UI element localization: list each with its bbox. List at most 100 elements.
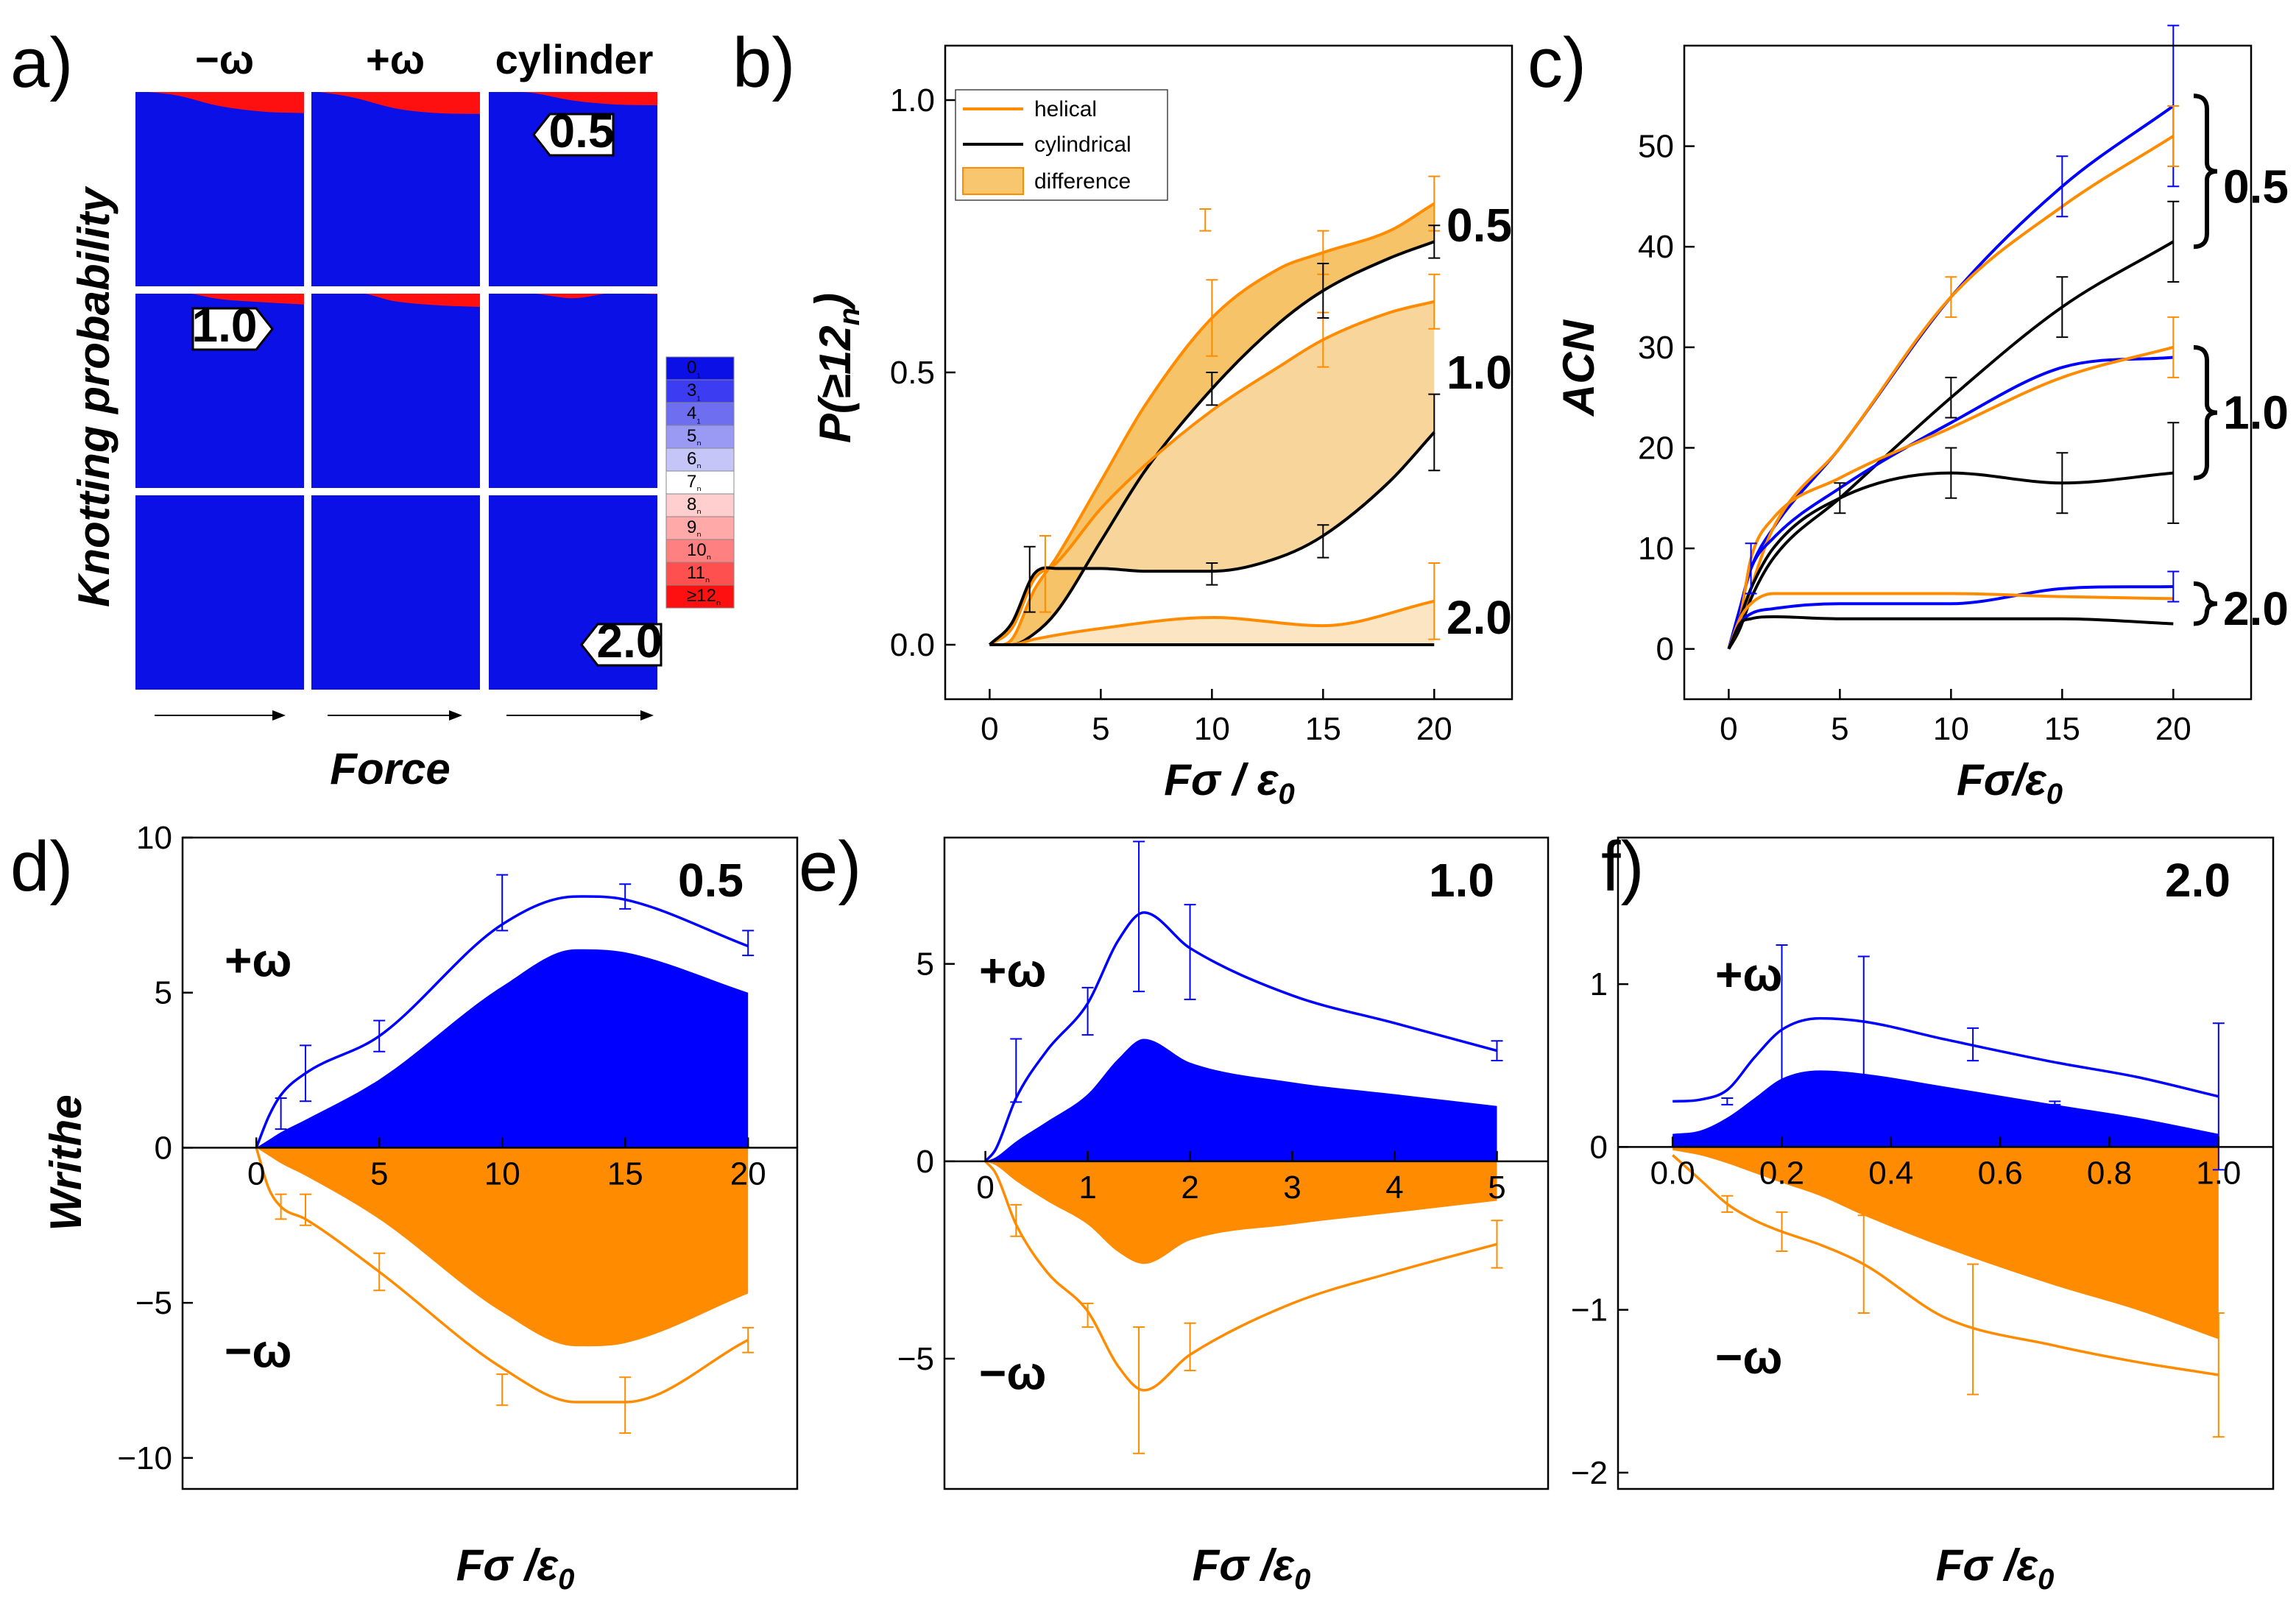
legend-label: 9ₙ	[687, 517, 702, 539]
plus-omega-area	[1672, 1070, 2219, 1147]
brace	[2193, 344, 2218, 481]
cell-border	[133, 492, 307, 693]
plus-omega-area	[985, 1039, 1497, 1161]
minus-omega-label: −ω	[225, 1325, 292, 1378]
knot-band	[310, 292, 481, 489]
group-label: 2.0	[2223, 582, 2289, 635]
x-axis-label: Fσ /ε0	[1193, 1540, 1311, 1596]
column-title: −ω	[195, 36, 254, 82]
x-tick-label: 3	[1283, 1170, 1301, 1206]
x-tick-label: 5	[1092, 711, 1109, 747]
y-tick-label: 0.5	[890, 355, 935, 391]
x-tick-label: 1.0	[2196, 1155, 2241, 1191]
y-tick-label: 5	[916, 947, 934, 983]
y-tick-label: 5	[155, 975, 172, 1011]
legend: helical cylindrical difference	[955, 89, 1168, 201]
y-tick-label: 10	[136, 820, 172, 856]
y-tick-label: −2	[1571, 1455, 1608, 1491]
curve-label: 1.0	[1447, 346, 1512, 399]
x-tick-label: 0.2	[1759, 1155, 1804, 1191]
legend-label: 11ₙ	[687, 563, 710, 585]
x-tick-label: 0.6	[1978, 1155, 2023, 1191]
plot-frame	[181, 836, 799, 1490]
knot-band	[487, 91, 659, 288]
difference-fill	[989, 301, 1435, 645]
x-tick-label: 2	[1181, 1170, 1198, 1206]
size-tag: 2.0	[2165, 854, 2230, 907]
force-arrow-head	[640, 710, 654, 721]
row-tag-0: 0.5	[532, 105, 615, 158]
series-line	[1727, 615, 2174, 650]
minus-omega-area	[985, 1161, 1497, 1264]
plot-frame	[1683, 44, 2253, 701]
difference-fill	[989, 601, 1435, 645]
plus-omega-label: +ω	[979, 944, 1046, 997]
series-line	[1727, 592, 2174, 650]
knot-band	[487, 292, 659, 489]
x-tick-label: 15	[2044, 711, 2080, 747]
plot-frame	[1617, 836, 2275, 1490]
x-tick-label: 0	[976, 1170, 994, 1206]
legend-swatch	[665, 584, 735, 609]
panel-label-a: a)	[10, 24, 73, 102]
minus-omega-label: −ω	[1715, 1331, 1782, 1384]
x-tick-label: 5	[1488, 1170, 1505, 1206]
x-tick-label: 0.8	[2087, 1155, 2132, 1191]
knot-band	[134, 91, 305, 288]
legend-label: 5ₙ	[687, 426, 702, 448]
legend-label: 8ₙ	[687, 495, 702, 517]
plus-omega-label: +ω	[225, 934, 292, 987]
x-tick-label: 0	[981, 711, 998, 747]
legend-swatch	[665, 562, 735, 586]
series-line	[988, 431, 1435, 646]
y-axis-label: P(≥12n)	[806, 293, 866, 443]
group-label: 0.5	[2223, 160, 2289, 213]
y-tick-label: 1	[1590, 966, 1608, 1002]
brace	[2193, 581, 2218, 626]
legend-label: 3₁	[687, 381, 701, 403]
x-tick-label: 5	[370, 1156, 388, 1192]
x-axis-label: Fσ /ε0	[456, 1540, 575, 1596]
y-tick-label: 0	[1656, 631, 1674, 668]
x-tick-label: 0.4	[1868, 1155, 1913, 1191]
x-tick-label: 4	[1385, 1170, 1403, 1206]
tag-shape	[532, 113, 615, 157]
legend-swatch	[665, 516, 735, 540]
heatmap-cell	[486, 89, 660, 289]
legend-swatch	[665, 493, 735, 517]
legend-label: 7ₙ	[687, 472, 702, 494]
group-label: 1.0	[2223, 386, 2289, 439]
minus-omega-area	[1672, 1147, 2219, 1340]
plus-omega-area	[256, 949, 749, 1148]
x-tick-label: 5	[1831, 711, 1848, 747]
x-axis-label: Fσ /ε0	[1936, 1540, 2055, 1596]
tag-shape	[191, 307, 274, 351]
minus-omega-area	[256, 1147, 749, 1347]
series-line	[989, 202, 1435, 646]
y-tick-label: 0	[916, 1144, 934, 1180]
y-tick-label: 0	[1590, 1129, 1608, 1165]
x-tick-label: 0.0	[1650, 1155, 1695, 1191]
heatmap-cell	[133, 89, 307, 289]
panel-label-f: f)	[1601, 827, 1645, 906]
cell-border	[486, 89, 660, 289]
legend-label: 4₁	[687, 403, 701, 425]
panel-label-b: b)	[732, 24, 795, 102]
plus-omega-line	[1672, 1016, 2219, 1103]
x-tick-label: 15	[1305, 711, 1341, 747]
series-line	[1727, 584, 2174, 650]
x-tick-label: 20	[2155, 711, 2191, 747]
x-tick-label: 15	[607, 1156, 643, 1192]
x-tick-label: 10	[1194, 711, 1230, 747]
heatmap-cell	[308, 492, 483, 693]
panel-label-e: e)	[799, 827, 861, 906]
row-tag-1: 1.0	[191, 299, 274, 352]
panel-d: 0 5 10 15 20 −10 −5 0 5 10 0.5 +ω −ω Writhe Fσ /ε0	[41, 820, 799, 1596]
x-tick-label: 10	[484, 1156, 520, 1192]
column-title: +ω	[366, 36, 425, 82]
y-tick-label: 0.0	[890, 627, 935, 663]
legend-cylindrical: cylindrical	[1034, 132, 1131, 157]
cell-border	[308, 291, 483, 491]
x-axis-label: Fσ/ε0	[1957, 755, 2063, 810]
legend-label: ≥12ₙ	[687, 586, 721, 608]
